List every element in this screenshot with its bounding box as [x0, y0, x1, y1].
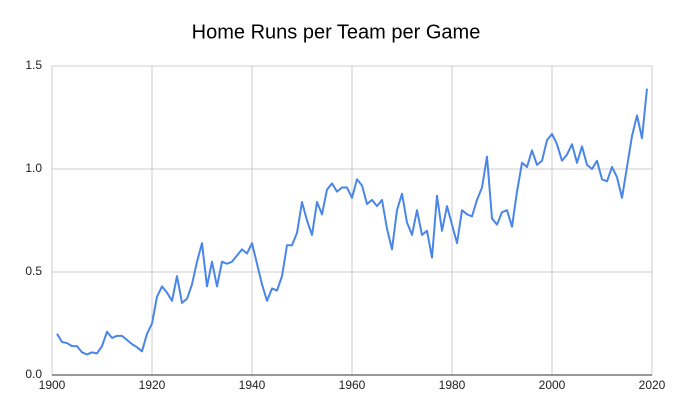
y-tick-label: 1.0 — [25, 161, 42, 175]
data-line — [56, 88, 648, 356]
y-tick-label: 1.5 — [25, 58, 42, 72]
x-tick-label: 1960 — [339, 378, 366, 392]
x-tick-label: 1900 — [39, 378, 66, 392]
x-tick-label: 1920 — [139, 378, 166, 392]
x-tick-label: 2000 — [539, 378, 566, 392]
y-tick-label: 0.0 — [25, 367, 42, 381]
x-tick-label: 1940 — [239, 378, 266, 392]
chart-title: Home Runs per Team per Game — [192, 21, 481, 43]
x-tick-label: 1980 — [439, 378, 466, 392]
x-tick-label: 2020 — [639, 378, 666, 392]
y-tick-label: 0.5 — [25, 264, 42, 278]
